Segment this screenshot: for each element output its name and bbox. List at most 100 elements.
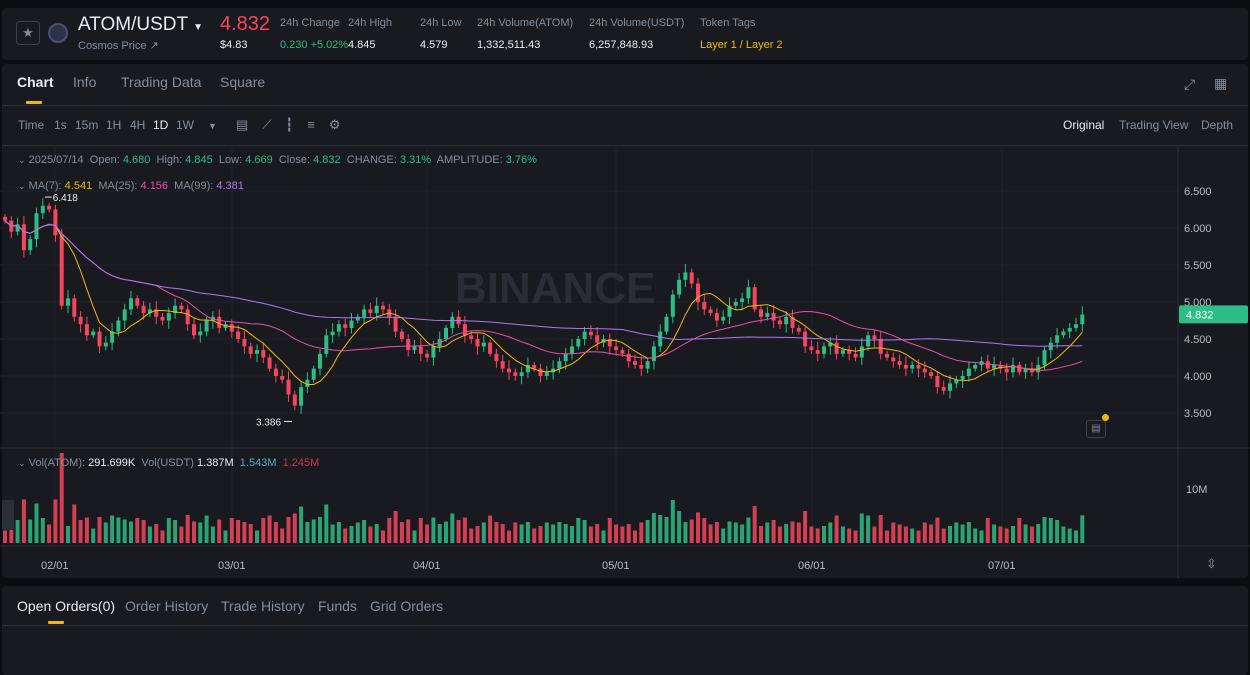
collapse-chevron-icon[interactable]: ⌄ bbox=[18, 181, 26, 191]
indicator-icon[interactable]: ⟋ bbox=[262, 117, 286, 132]
candle bbox=[3, 216, 7, 221]
volume-bar bbox=[935, 517, 940, 543]
volume-bar bbox=[418, 518, 423, 543]
tab-info[interactable]: Info bbox=[73, 74, 97, 90]
volume-bar bbox=[582, 520, 587, 543]
volume-bar bbox=[198, 522, 203, 543]
drawing-tools-icon[interactable]: ≡ bbox=[307, 117, 329, 132]
volume-bar bbox=[91, 528, 96, 543]
volume-bar bbox=[217, 519, 222, 543]
interval-1H[interactable]: 1H bbox=[106, 118, 122, 132]
orders-tab[interactable]: Trade History bbox=[221, 598, 305, 614]
volume-bar bbox=[544, 522, 549, 543]
volume-bar bbox=[15, 520, 20, 543]
volume-bar bbox=[210, 526, 215, 543]
interval-1W[interactable]: 1W bbox=[176, 118, 194, 132]
candle bbox=[916, 364, 921, 369]
volume-bar bbox=[532, 528, 537, 543]
price-chart[interactable]: BINANCE6.4183.3866.5006.0005.5005.0004.5… bbox=[0, 145, 1250, 578]
close-value: 4.832 bbox=[313, 154, 341, 166]
candle bbox=[714, 313, 719, 321]
active-orders-tab-indicator bbox=[48, 621, 64, 624]
favorite-button[interactable]: ★ bbox=[16, 21, 40, 45]
view-depth[interactable]: Depth bbox=[1201, 118, 1234, 132]
candle bbox=[840, 350, 845, 354]
calendar-icon[interactable]: ▤ bbox=[236, 117, 263, 132]
orders-tab[interactable]: Open Orders(0) bbox=[17, 598, 116, 614]
settings-gear-icon[interactable]: ⚙ bbox=[328, 117, 355, 132]
interval-Time[interactable]: Time bbox=[18, 118, 45, 132]
candle bbox=[746, 287, 751, 299]
volume-bar bbox=[639, 522, 644, 543]
ma25-label: MA(25): bbox=[98, 180, 138, 192]
interval-1s[interactable]: 1s bbox=[54, 118, 67, 132]
interval-15m[interactable]: 15m bbox=[75, 118, 99, 132]
volume-bar bbox=[885, 530, 889, 543]
volume-bar bbox=[1023, 524, 1028, 543]
volume-bar bbox=[784, 524, 789, 543]
volume-bar bbox=[103, 522, 108, 543]
view-original[interactable]: Original bbox=[1063, 118, 1105, 132]
orders-tab[interactable]: Grid Orders bbox=[370, 598, 444, 614]
candle bbox=[475, 339, 480, 347]
fullscreen-icon[interactable]: ⤢ bbox=[1184, 76, 1196, 92]
tab-square[interactable]: Square bbox=[220, 74, 266, 90]
candle bbox=[210, 316, 215, 321]
volume-bar bbox=[777, 526, 782, 543]
candle-type-icon[interactable]: ┇ bbox=[285, 117, 308, 132]
candle bbox=[973, 364, 978, 369]
volume-bar bbox=[412, 530, 417, 543]
candle bbox=[399, 331, 404, 339]
view-trading-view[interactable]: Trading View bbox=[1119, 118, 1189, 132]
volume-bar bbox=[84, 517, 89, 543]
candle bbox=[488, 342, 493, 354]
volume-bar bbox=[538, 526, 543, 543]
candle bbox=[809, 346, 814, 351]
date-tick: 07/01 bbox=[988, 560, 1016, 572]
volume-bar bbox=[620, 526, 625, 543]
tab-trading-data[interactable]: Trading Data bbox=[121, 74, 202, 90]
candle bbox=[154, 309, 159, 317]
scale-toggle-icon[interactable]: ⇳ bbox=[1206, 556, 1217, 571]
chart-panel bbox=[2, 64, 1248, 578]
candle bbox=[822, 346, 826, 354]
cosmos-price-link[interactable]: Cosmos Price ↗ bbox=[78, 40, 159, 52]
alert-note-icon[interactable]: ▤ bbox=[1086, 420, 1106, 438]
interval-1D[interactable]: 1D bbox=[153, 118, 169, 132]
pair-selector[interactable]: ATOM/USDT ▼ bbox=[78, 14, 203, 36]
interval-4H[interactable]: 4H bbox=[130, 118, 146, 132]
volume-bar bbox=[59, 453, 64, 543]
volume-bar bbox=[708, 524, 713, 543]
volume-bar bbox=[998, 526, 1003, 543]
candle bbox=[34, 213, 39, 240]
amplitude-label: AMPLITUDE: bbox=[436, 154, 503, 166]
orders-tab[interactable]: Order History bbox=[125, 598, 209, 614]
vol-usdt-label: Vol(USDT) bbox=[141, 457, 194, 469]
candle bbox=[677, 279, 682, 295]
more-intervals-icon[interactable]: ▼ bbox=[208, 121, 217, 131]
layout-grid-icon[interactable]: ▦ bbox=[1214, 75, 1228, 91]
volume-bar bbox=[834, 515, 839, 543]
collapse-chevron-icon[interactable]: ⌄ bbox=[18, 458, 26, 468]
candle bbox=[513, 372, 518, 376]
volume-bar bbox=[929, 524, 934, 543]
volume-bar bbox=[992, 524, 997, 543]
open-label: Open: bbox=[89, 154, 120, 166]
stat-value[interactable]: Layer 1 / Layer 2 bbox=[700, 39, 783, 51]
volume-bar bbox=[948, 526, 952, 543]
candle bbox=[1074, 324, 1078, 328]
volume-bar bbox=[702, 518, 707, 543]
collapse-chevron-icon[interactable]: ⌄ bbox=[18, 155, 26, 165]
orders-tab[interactable]: Funds bbox=[318, 598, 357, 614]
volume-bar bbox=[771, 520, 776, 543]
ma99-value: 4.381 bbox=[216, 180, 244, 192]
volume-bar bbox=[689, 519, 694, 543]
stat-label: 24h High bbox=[348, 17, 393, 29]
tab-chart[interactable]: Chart bbox=[17, 74, 54, 90]
volume-bar bbox=[488, 515, 493, 543]
candle bbox=[727, 305, 732, 317]
candle bbox=[1061, 331, 1066, 336]
candle bbox=[47, 205, 52, 210]
candle bbox=[752, 287, 757, 310]
volume-bar bbox=[664, 517, 669, 543]
